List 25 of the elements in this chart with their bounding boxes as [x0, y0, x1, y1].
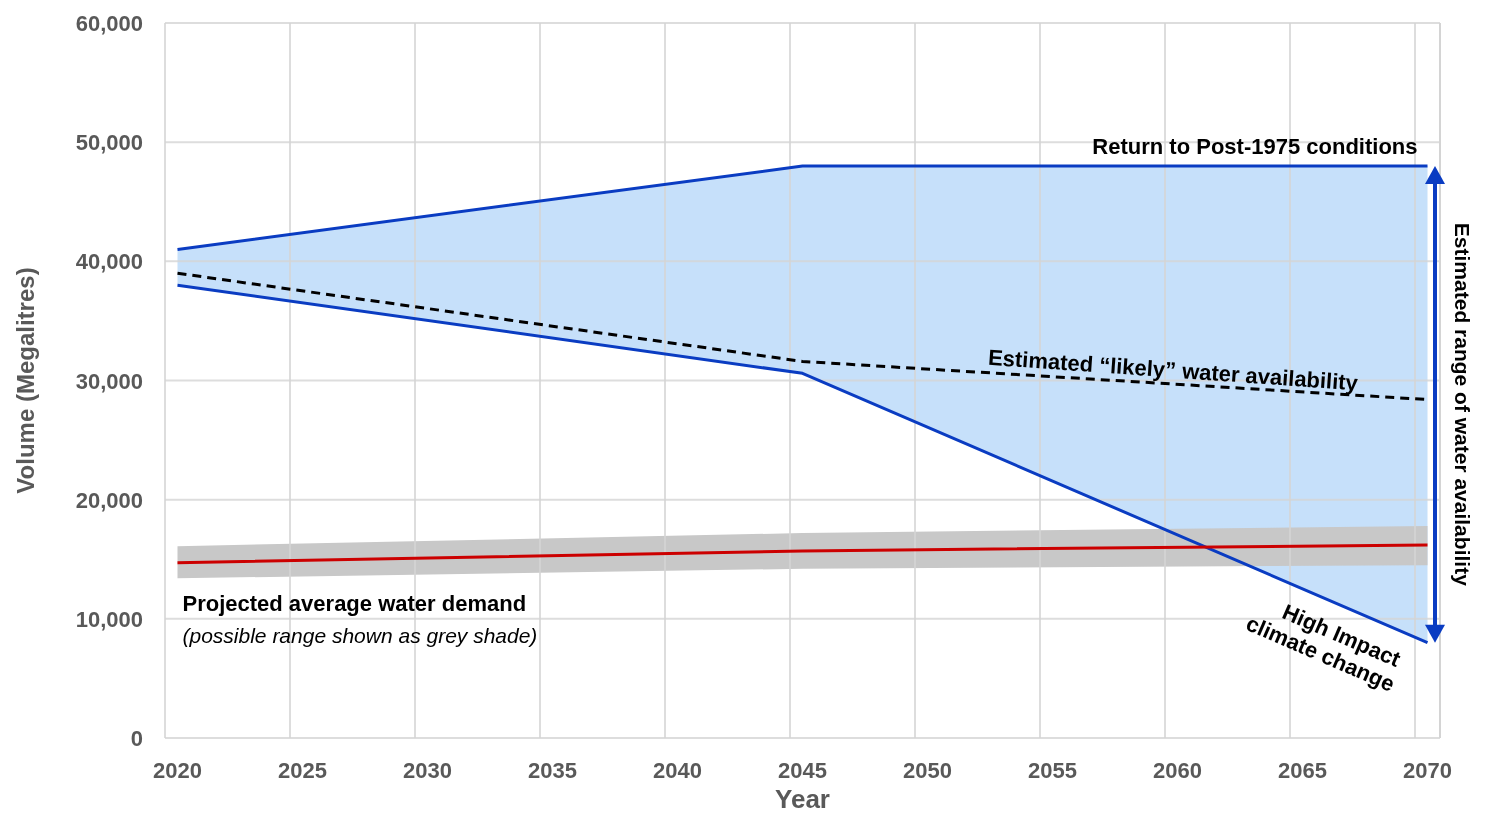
text: Estimated range of water availability — [1451, 222, 1474, 587]
x-tick-label: 2045 — [778, 758, 827, 783]
x-tick-label: 2050 — [903, 758, 952, 783]
x-axis-title: Year — [775, 784, 830, 814]
y-tick-label: 30,000 — [75, 368, 143, 394]
x-tick-label: 2020 — [153, 758, 202, 783]
x-tick-label: 2040 — [653, 758, 702, 783]
x-tick-label: 2065 — [1278, 758, 1327, 783]
y-tick-label: 10,000 — [75, 606, 143, 632]
x-tick-label: 2060 — [1153, 758, 1202, 783]
y-tick-label: 20,000 — [75, 487, 143, 513]
y-tick-label: 60,000 — [75, 11, 143, 36]
y-tick-label: 40,000 — [75, 249, 143, 275]
x-tick-label: 2070 — [1403, 758, 1452, 783]
series-label: Projected average water demand — [182, 590, 527, 616]
y-tick-label: 0 — [130, 726, 143, 751]
x-tick-label: 2030 — [403, 758, 452, 783]
x-tick-label: 2025 — [278, 758, 327, 783]
series-label: Estimated “likely” water availability — [987, 344, 1360, 396]
y-axis-title: Volume (Megalitres) — [12, 267, 39, 494]
annotation: (possible range shown as grey shade) — [182, 623, 538, 647]
series-label: Return to Post-1975 conditions — [1092, 134, 1418, 159]
y-tick-label: 50,000 — [75, 130, 143, 156]
x-tick-label: 2035 — [528, 758, 577, 783]
x-tick-label: 2055 — [1028, 758, 1077, 783]
